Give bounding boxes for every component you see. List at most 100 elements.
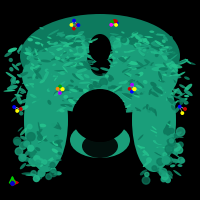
Ellipse shape: [160, 46, 169, 50]
Ellipse shape: [176, 93, 186, 98]
Ellipse shape: [136, 50, 144, 58]
Ellipse shape: [49, 52, 61, 56]
Ellipse shape: [158, 135, 165, 144]
Ellipse shape: [109, 63, 120, 66]
Circle shape: [179, 105, 181, 108]
Ellipse shape: [146, 104, 151, 113]
Circle shape: [75, 36, 84, 44]
Circle shape: [152, 166, 157, 170]
Ellipse shape: [169, 69, 174, 73]
Ellipse shape: [55, 84, 62, 87]
Ellipse shape: [166, 96, 169, 101]
Ellipse shape: [35, 68, 41, 73]
Ellipse shape: [35, 53, 42, 60]
Ellipse shape: [83, 63, 93, 65]
Ellipse shape: [124, 57, 129, 60]
Ellipse shape: [67, 46, 78, 51]
Ellipse shape: [136, 44, 140, 47]
Ellipse shape: [66, 63, 76, 67]
Circle shape: [181, 159, 185, 163]
Ellipse shape: [106, 108, 116, 115]
Ellipse shape: [77, 106, 81, 111]
Ellipse shape: [35, 147, 40, 151]
Ellipse shape: [56, 159, 62, 161]
Ellipse shape: [117, 57, 123, 60]
Circle shape: [76, 24, 79, 26]
Circle shape: [133, 88, 135, 90]
Ellipse shape: [43, 161, 51, 165]
Ellipse shape: [73, 87, 77, 90]
Ellipse shape: [35, 59, 43, 63]
Ellipse shape: [44, 167, 51, 172]
Ellipse shape: [169, 36, 173, 40]
Circle shape: [121, 37, 127, 43]
Ellipse shape: [33, 97, 44, 101]
Ellipse shape: [68, 84, 74, 87]
Circle shape: [174, 133, 179, 138]
Circle shape: [184, 108, 186, 110]
Ellipse shape: [70, 99, 80, 102]
Ellipse shape: [54, 57, 64, 63]
Ellipse shape: [70, 63, 76, 66]
Ellipse shape: [93, 81, 102, 86]
Circle shape: [93, 82, 97, 85]
Ellipse shape: [131, 75, 139, 78]
Ellipse shape: [26, 157, 35, 165]
Circle shape: [59, 92, 61, 94]
Ellipse shape: [155, 40, 164, 47]
Ellipse shape: [33, 55, 39, 59]
Circle shape: [21, 155, 26, 160]
Ellipse shape: [20, 99, 28, 103]
Ellipse shape: [142, 154, 147, 156]
Ellipse shape: [168, 72, 176, 76]
Ellipse shape: [27, 55, 31, 60]
Ellipse shape: [37, 51, 50, 55]
Ellipse shape: [57, 152, 62, 155]
Ellipse shape: [159, 154, 165, 162]
Ellipse shape: [58, 55, 63, 59]
Ellipse shape: [121, 54, 134, 57]
Ellipse shape: [163, 149, 166, 152]
Ellipse shape: [157, 132, 161, 136]
Ellipse shape: [109, 50, 118, 53]
Ellipse shape: [127, 64, 131, 67]
Circle shape: [34, 158, 40, 165]
Ellipse shape: [111, 85, 122, 91]
Ellipse shape: [135, 35, 142, 38]
Ellipse shape: [107, 87, 112, 91]
Ellipse shape: [171, 60, 178, 72]
Ellipse shape: [158, 86, 164, 92]
Ellipse shape: [132, 66, 145, 70]
Ellipse shape: [62, 97, 74, 101]
Ellipse shape: [129, 41, 135, 45]
Ellipse shape: [106, 39, 115, 44]
Ellipse shape: [68, 82, 77, 88]
Ellipse shape: [116, 53, 128, 55]
Ellipse shape: [78, 90, 83, 92]
Ellipse shape: [19, 88, 26, 93]
Circle shape: [77, 43, 85, 52]
Ellipse shape: [166, 50, 170, 52]
Ellipse shape: [83, 89, 89, 94]
Ellipse shape: [172, 102, 175, 112]
Ellipse shape: [164, 50, 172, 52]
Ellipse shape: [68, 70, 73, 74]
Ellipse shape: [37, 59, 41, 63]
Ellipse shape: [157, 119, 162, 123]
Ellipse shape: [123, 93, 133, 97]
Ellipse shape: [144, 87, 147, 95]
Ellipse shape: [162, 48, 170, 52]
Ellipse shape: [185, 84, 192, 91]
Ellipse shape: [180, 99, 184, 105]
Ellipse shape: [148, 75, 156, 86]
Ellipse shape: [79, 82, 90, 84]
Ellipse shape: [50, 117, 62, 120]
Ellipse shape: [45, 69, 49, 72]
Ellipse shape: [134, 94, 140, 98]
Ellipse shape: [67, 66, 75, 71]
Ellipse shape: [66, 104, 73, 107]
Ellipse shape: [124, 50, 136, 53]
Ellipse shape: [56, 106, 67, 112]
Ellipse shape: [176, 60, 186, 64]
Ellipse shape: [84, 74, 90, 78]
